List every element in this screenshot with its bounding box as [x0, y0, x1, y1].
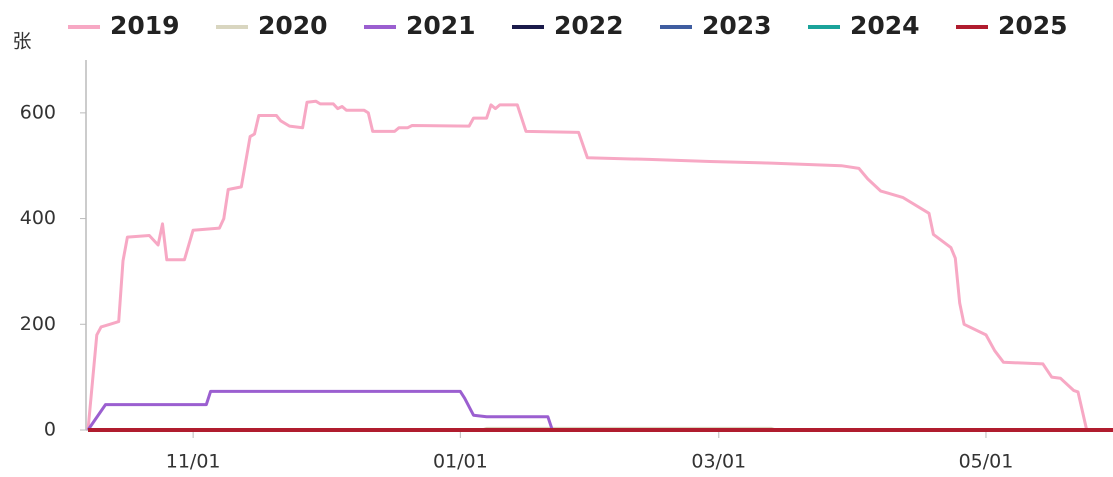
legend-label: 2022 [554, 11, 624, 40]
x-tick-label: 11/01 [166, 451, 221, 473]
legend-label: 2025 [998, 11, 1068, 40]
legend-label: 2023 [702, 11, 772, 40]
series-line [86, 99, 1089, 431]
y-tick-label: 600 [20, 101, 56, 123]
y-tick-label: 400 [20, 207, 56, 229]
y-tick-label: 0 [44, 419, 56, 441]
series-line [86, 389, 554, 431]
legend-label: 2020 [258, 11, 328, 40]
y-tick-label: 200 [20, 313, 56, 335]
x-tick-label: 01/01 [433, 451, 488, 473]
x-tick-label: 03/01 [691, 451, 746, 473]
x-tick-label: 05/01 [959, 451, 1014, 473]
legend-label: 2021 [406, 11, 476, 40]
legend-label: 2019 [110, 11, 180, 40]
legend-label: 2024 [850, 11, 920, 40]
y-axis-unit: 张 [12, 31, 31, 53]
